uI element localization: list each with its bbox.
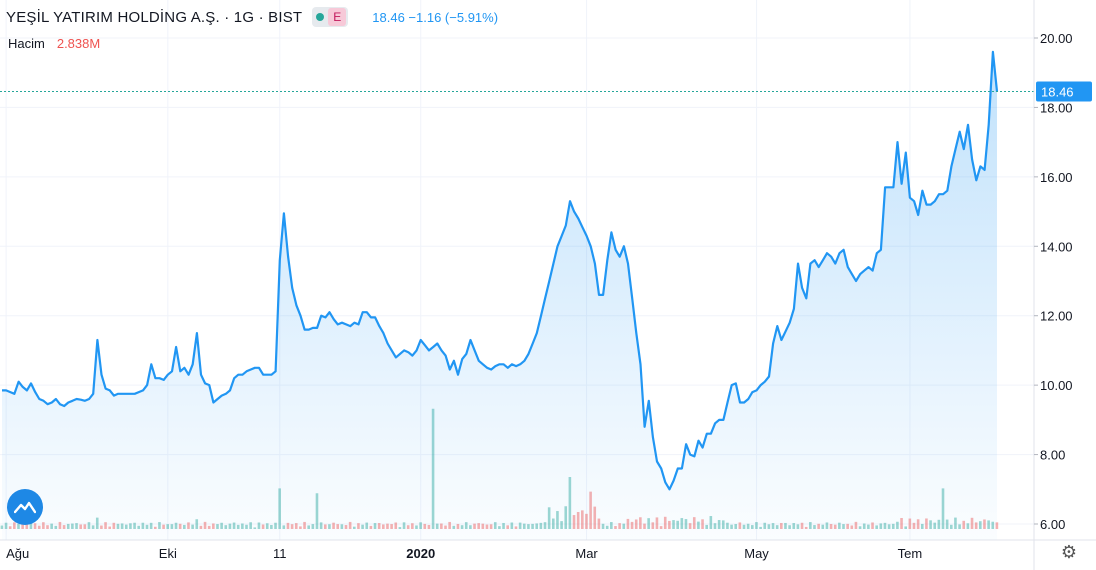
y-tick-label: 18.00 — [1040, 100, 1073, 115]
x-tick-label: May — [744, 546, 769, 561]
e-badge: E — [328, 8, 347, 26]
x-tick-label: Eki — [159, 546, 177, 561]
status-badge[interactable]: E — [312, 7, 349, 27]
x-tick-label: Tem — [898, 546, 923, 561]
price-tag-label: 18.46 — [1041, 84, 1074, 99]
y-tick-label: 8.00 — [1040, 448, 1065, 463]
y-tick-label: 10.00 — [1040, 378, 1073, 393]
y-tick-label: 14.00 — [1040, 239, 1073, 254]
y-tick-label: 12.00 — [1040, 309, 1073, 324]
price-tag — [1036, 81, 1092, 102]
x-tick-label: Ağu — [6, 546, 29, 561]
y-tick-label: 16.00 — [1040, 170, 1073, 185]
price-line — [2, 50, 999, 491]
market-status-dot-icon — [316, 13, 325, 21]
x-tick-label: 2020 — [406, 546, 435, 561]
volume-label: Hacim — [8, 36, 45, 51]
y-tick-label: 6.00 — [1040, 517, 1065, 532]
volume-bar — [0, 525, 4, 529]
price-quote: 18.46 −1.16 (−5.91%) — [372, 9, 499, 25]
volume-value: 2.838M — [56, 36, 101, 51]
x-tick-label: Mar — [575, 546, 598, 561]
x-tick-label: 11 — [273, 546, 287, 561]
gear-icon[interactable]: ⚙ — [1060, 541, 1078, 562]
y-tick-label: 20.00 — [1040, 31, 1073, 46]
chart-header: YEŞİL YATIRIM HOLDİNG A.Ş. · 1G · BIST E… — [6, 6, 498, 28]
symbol-title[interactable]: YEŞİL YATIRIM HOLDİNG A.Ş. · 1G · BIST — [6, 8, 303, 26]
price-area — [2, 51, 997, 541]
tradingview-logo-icon[interactable] — [7, 489, 43, 525]
volume-legend: Hacim 2.838M — [8, 36, 100, 51]
